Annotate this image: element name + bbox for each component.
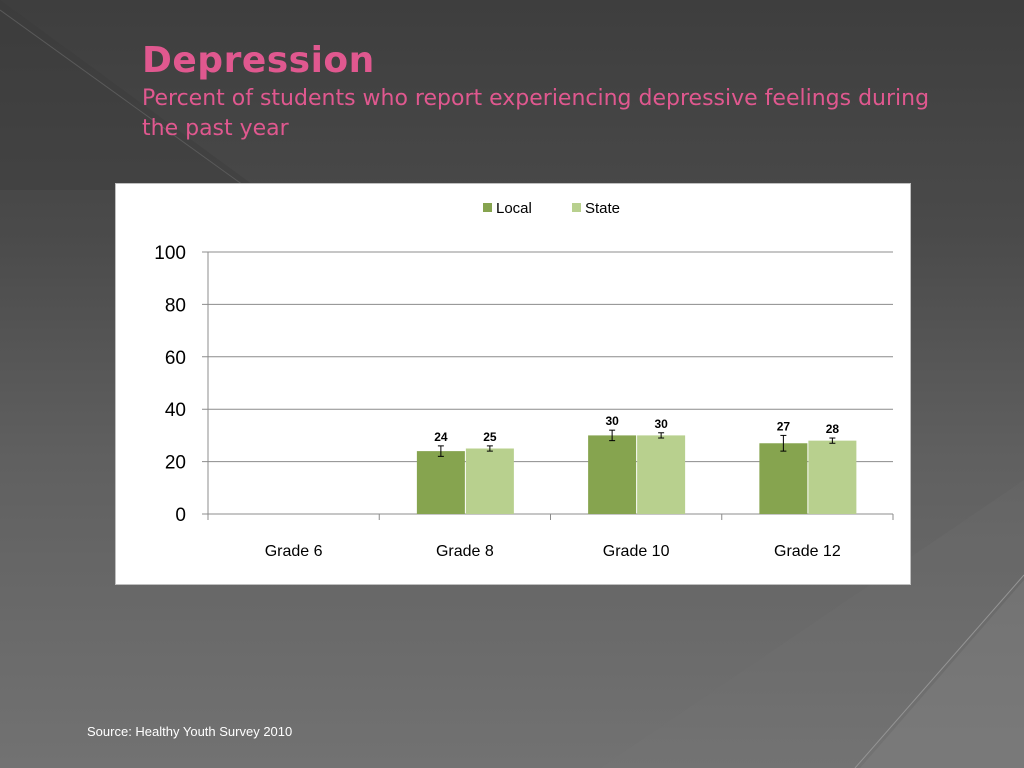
title-block: Depression Percent of students who repor… bbox=[142, 40, 962, 144]
y-tick-label: 20 bbox=[165, 453, 186, 474]
bar-local bbox=[588, 435, 637, 514]
data-label: 27 bbox=[777, 419, 791, 433]
bar-state bbox=[637, 435, 686, 514]
data-label: 30 bbox=[605, 414, 619, 428]
bar-state bbox=[808, 440, 857, 514]
legend-swatch-local bbox=[483, 203, 492, 212]
y-tick-label: 80 bbox=[165, 295, 186, 316]
bar-local bbox=[416, 451, 465, 514]
slide-subtitle: Percent of students who report experienc… bbox=[142, 86, 930, 141]
data-label: 30 bbox=[654, 417, 668, 431]
bar-state bbox=[465, 448, 514, 514]
data-label: 24 bbox=[434, 430, 448, 444]
x-tick-label: Grade 10 bbox=[603, 543, 670, 560]
source-note: Source: Healthy Youth Survey 2010 bbox=[87, 724, 293, 739]
bar-local bbox=[759, 443, 808, 514]
legend-label-state: State bbox=[585, 200, 620, 217]
x-tick-label: Grade 12 bbox=[774, 543, 841, 560]
y-tick-label: 40 bbox=[165, 400, 186, 421]
y-tick-label: 0 bbox=[175, 505, 186, 526]
data-label: 28 bbox=[826, 422, 840, 436]
x-tick-label: Grade 6 bbox=[265, 543, 323, 560]
legend-label-local: Local bbox=[496, 200, 532, 217]
chart-container: 0 20 40 60 80 100 Grade 6 Grade 8 24 25 Grade 10 30… bbox=[115, 183, 911, 585]
slide-title: Depression bbox=[142, 40, 375, 81]
data-label: 25 bbox=[483, 430, 497, 444]
x-tick-label: Grade 8 bbox=[436, 543, 494, 560]
y-tick-label: 100 bbox=[154, 243, 186, 264]
legend-swatch-state bbox=[572, 203, 581, 212]
bar-chart: 0 20 40 60 80 100 Grade 6 Grade 8 24 25 Grade 10 30… bbox=[154, 200, 894, 560]
y-tick-label: 60 bbox=[165, 348, 186, 369]
